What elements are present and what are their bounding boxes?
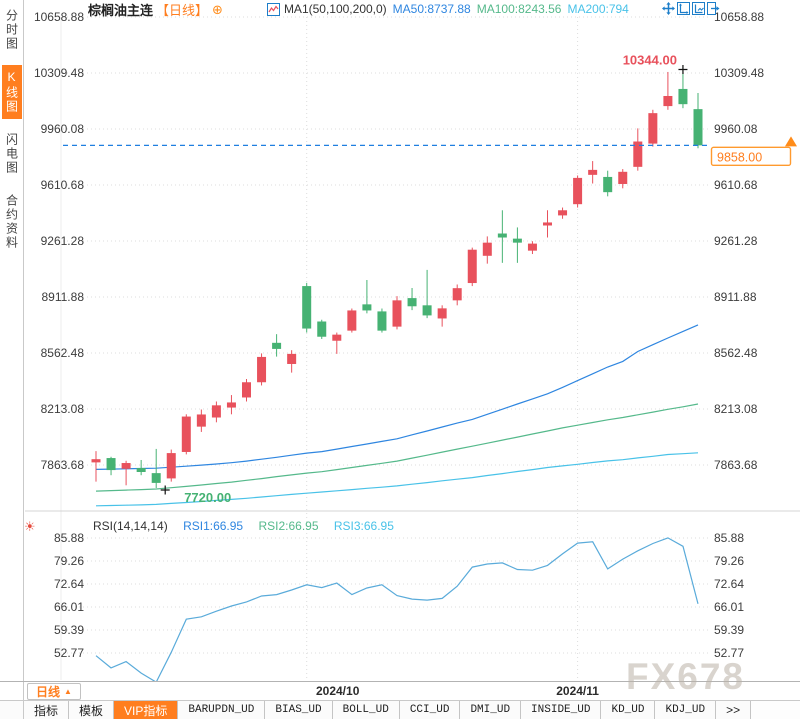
x-axis-row: 日线 ▲ 2024/10 2024/11 [0, 681, 800, 700]
period-tag: 【日线】 [156, 2, 209, 18]
indicator-tab-kdj_ud[interactable]: KDJ_UD [655, 701, 717, 719]
tab-bar-corner [0, 701, 24, 719]
ma200-value: MA200:794 [567, 2, 629, 16]
triangle-up-icon: ▲ [64, 687, 72, 696]
svg-text:9960.08: 9960.08 [41, 122, 85, 136]
svg-text:52.77: 52.77 [54, 646, 84, 660]
instrument-title: 棕榈油主连 [88, 2, 154, 18]
ma-settings-label[interactable]: MA1(50,100,200,0) [283, 2, 387, 16]
svg-text:7863.68: 7863.68 [714, 458, 758, 472]
low-cross-marker [160, 485, 170, 495]
rsi1-value: RSI1:66.95 [183, 519, 244, 533]
indicator-tab-boll_ud[interactable]: BOLL_UD [333, 701, 400, 719]
svg-text:59.39: 59.39 [54, 623, 84, 637]
indicator-tab-dmi_ud[interactable]: DMI_UD [460, 701, 522, 719]
svg-text:59.39: 59.39 [714, 623, 744, 637]
svg-text:7863.68: 7863.68 [41, 458, 85, 472]
rsi-line [95, 537, 699, 683]
ma50-line [95, 324, 699, 470]
svg-text:8562.48: 8562.48 [714, 346, 758, 360]
svg-text:72.64: 72.64 [714, 577, 744, 591]
sidebar-item-2[interactable]: 闪电图 [4, 133, 19, 175]
indicator-tab-bias_ud[interactable]: BIAS_UD [265, 701, 333, 719]
tab-bar-filler [751, 701, 800, 719]
axis-corner-cell [0, 682, 24, 700]
svg-text:66.01: 66.01 [54, 600, 84, 614]
period-selector-button[interactable]: 日线 ▲ [27, 683, 81, 700]
indicator-tab-bar: 指标 模板 VIP指标 BARUPDN_UD BIAS_UD BOLL_UD CCI_UD D… [0, 700, 800, 719]
circle-plus-icon[interactable]: ⊕ [212, 1, 223, 17]
chart-frame [25, 17, 800, 680]
rsi3-value: RSI3:66.95 [333, 519, 394, 533]
ma100-value: MA100:8243.56 [476, 2, 562, 16]
sidebar-item-3[interactable]: 合约资料 [4, 194, 19, 250]
indicator-tab-vip[interactable]: VIP指标 [114, 701, 179, 719]
indicator-tab-cci_ud[interactable]: CCI_UD [400, 701, 461, 719]
rsi-name[interactable]: RSI(14,14,14) [93, 519, 168, 533]
chart-toolbar [662, 2, 720, 15]
svg-text:8213.08: 8213.08 [41, 402, 85, 416]
x-axis-scale-icon[interactable] [692, 2, 705, 15]
svg-text:8911.88: 8911.88 [42, 290, 85, 304]
svg-text:8562.48: 8562.48 [41, 346, 85, 360]
candlestick-chart-icon[interactable] [266, 2, 280, 16]
svg-text:79.26: 79.26 [54, 554, 84, 568]
svg-text:85.88: 85.88 [714, 531, 744, 545]
chart-header: 棕榈油主连 【日线】 ⊕ MA1(50,100,200,0) MA50:8737… [88, 1, 629, 18]
candlestick-chart[interactable]: 10658.88 10658.88 10309.48 10309.48 9960.08 9… [0, 0, 800, 683]
chart-type-sidebar: 分时图 K线图闪电图合约资料 [0, 0, 24, 681]
svg-text:8911.88: 8911.88 [714, 290, 757, 304]
pan-right-icon[interactable] [707, 2, 720, 15]
ma-lines [95, 324, 699, 507]
gridlines [63, 16, 711, 678]
date-label-0: 2024/10 [315, 684, 360, 698]
svg-text:72.64: 72.64 [54, 577, 84, 591]
sun-icon[interactable]: ☀ [24, 519, 36, 534]
axis-labels: 10658.88 10658.88 10309.48 10309.48 9960.08 9… [34, 10, 764, 660]
svg-text:9858.00: 9858.00 [717, 150, 762, 164]
ma50-value: MA50:8737.88 [392, 2, 471, 16]
svg-text:52.77: 52.77 [714, 646, 744, 660]
y-axis-scale-icon[interactable] [677, 2, 690, 15]
high-price-label: 10344.00 [623, 52, 677, 67]
sidebar-item-0[interactable]: 分时图 [4, 9, 19, 51]
svg-text:9261.28: 9261.28 [714, 234, 758, 248]
indicator-tab-barupdn_ud[interactable]: BARUPDN_UD [178, 701, 266, 719]
indicator-tab-[interactable]: >> [716, 701, 752, 719]
svg-text:10658.88: 10658.88 [34, 10, 84, 24]
svg-text:8213.08: 8213.08 [714, 402, 758, 416]
crosshair-move-icon[interactable] [662, 2, 675, 15]
candles[interactable] [91, 67, 703, 489]
price-markers: 10344.00 7720.00 [160, 52, 688, 505]
indicator-tab-inside_ud[interactable]: INSIDE_UD [521, 701, 602, 719]
period-selector-label: 日线 [36, 685, 61, 699]
last-price-tag: 9858.00 [710, 136, 797, 167]
sidebar-item-1[interactable]: K线图 [1, 65, 22, 119]
indicator-tab-[interactable]: 模板 [69, 701, 115, 719]
svg-text:79.26: 79.26 [714, 554, 744, 568]
svg-text:10658.88: 10658.88 [714, 10, 764, 24]
indicator-tab-[interactable]: 指标 [24, 701, 70, 719]
svg-text:9261.28: 9261.28 [41, 234, 85, 248]
ma200-line [95, 452, 699, 507]
svg-text:9960.08: 9960.08 [714, 122, 758, 136]
ma100-line [95, 403, 699, 492]
svg-text:9610.68: 9610.68 [41, 178, 85, 192]
high-cross-marker [678, 64, 688, 74]
svg-text:10309.48: 10309.48 [34, 66, 84, 80]
svg-text:10309.48: 10309.48 [714, 66, 764, 80]
rsi2-value: RSI2:66.95 [258, 519, 319, 533]
svg-text:66.01: 66.01 [714, 600, 744, 614]
svg-text:9610.68: 9610.68 [714, 178, 758, 192]
low-price-label: 7720.00 [184, 490, 231, 505]
rsi-header: RSI(14,14,14) RSI1:66.95 RSI2:66.95 RSI3… [93, 519, 394, 533]
date-label-1: 2024/11 [556, 684, 599, 698]
svg-text:85.88: 85.88 [54, 531, 84, 545]
indicator-tab-kd_ud[interactable]: KD_UD [601, 701, 656, 719]
